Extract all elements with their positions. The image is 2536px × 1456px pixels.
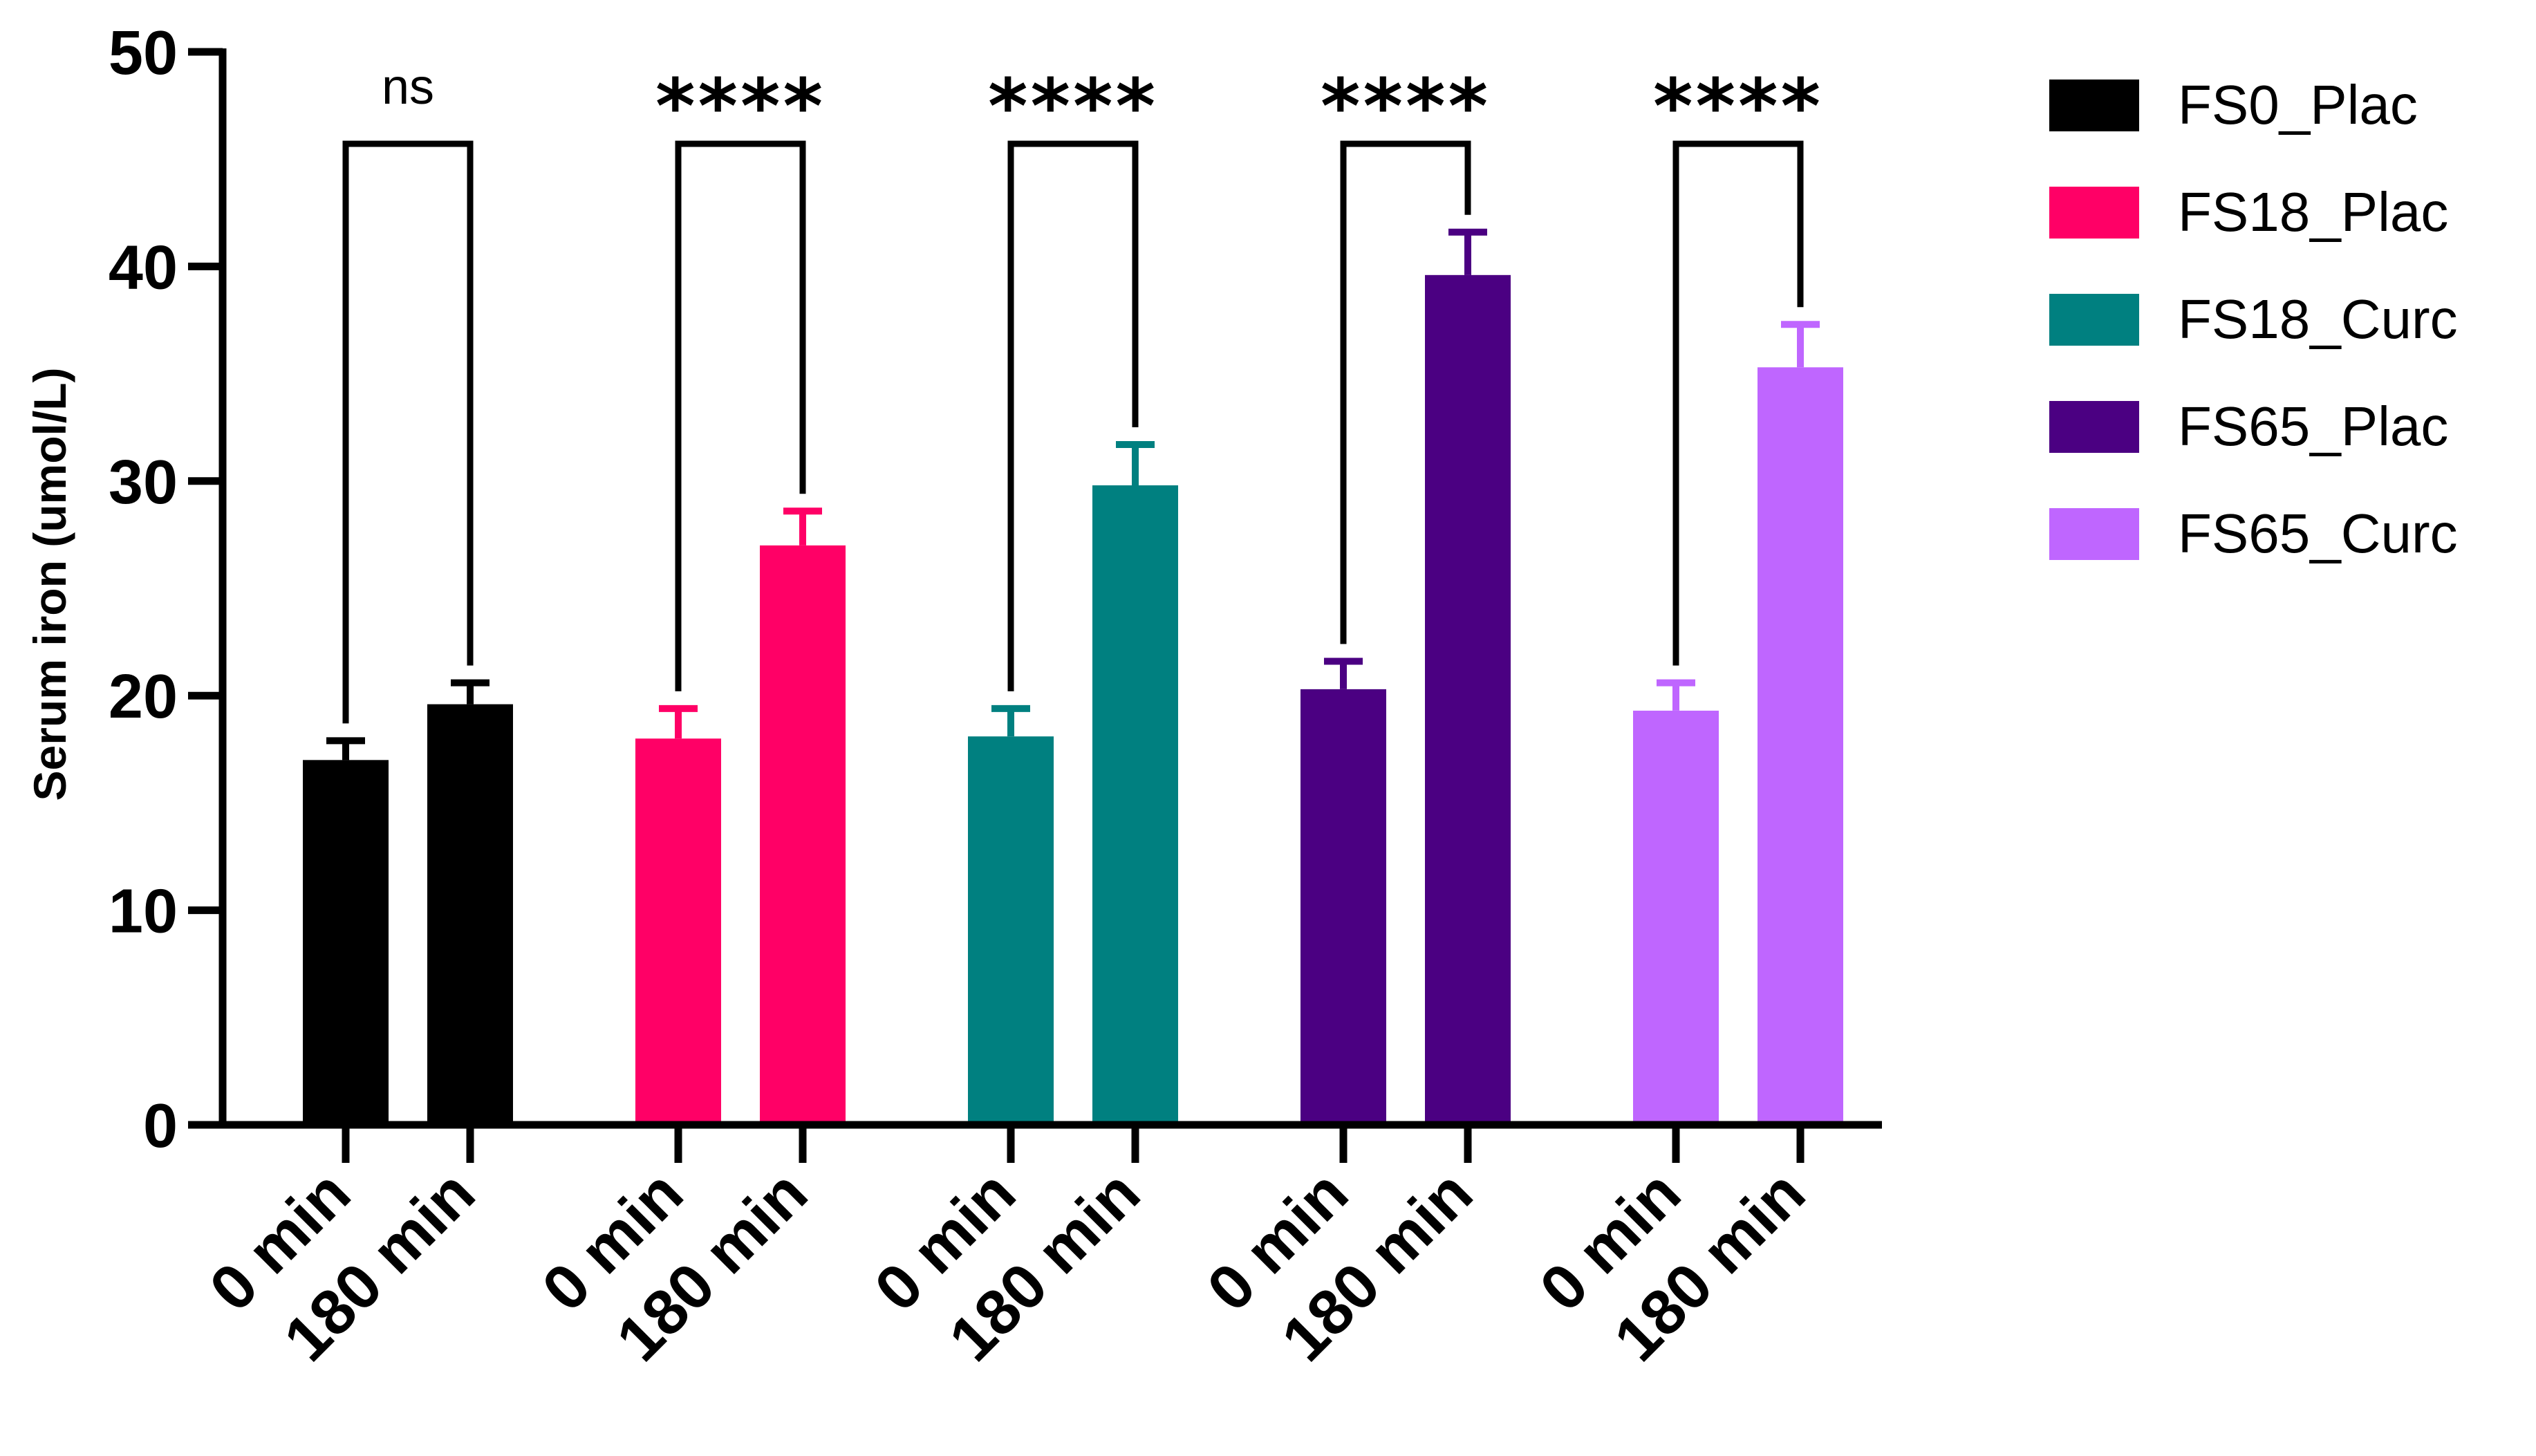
y-ticks-layer: 0 10 20 30 40 50	[109, 19, 223, 1161]
bar-FS65_Plac-0min	[1300, 689, 1386, 1125]
significance-label: ****	[1321, 62, 1491, 151]
significance-label: ****	[655, 62, 826, 151]
significance-bracket	[1007, 140, 1139, 691]
bar-FS18_Plac-0min	[635, 738, 721, 1125]
y-tick-label: 20	[109, 662, 178, 731]
significance-bracket	[1340, 140, 1471, 644]
significance-bracket	[1672, 140, 1804, 666]
significance-bracket	[342, 140, 474, 724]
bar-FS65_Curc-180min	[1758, 367, 1843, 1125]
significance-label: ****	[1653, 62, 1823, 151]
legend-label: FS65_Curc	[2178, 503, 2458, 564]
significance-brackets-layer: ns **** **** **** ****	[342, 59, 1823, 724]
y-tick-label: 40	[109, 233, 178, 302]
bar-FS65_Plac-180min	[1425, 274, 1511, 1125]
y-tick-label: 0	[143, 1092, 178, 1161]
bar-FS65_Curc-0min	[1633, 710, 1719, 1125]
bar-FS18_Curc-180min	[1092, 485, 1178, 1125]
y-axis-label: Serum iron (umol/L)	[24, 368, 75, 801]
y-tick-label: 30	[109, 448, 178, 517]
y-tick-label: 50	[109, 19, 178, 88]
legend-label: FS18_Plac	[2178, 181, 2448, 243]
legend: FS0_Plac FS18_Plac FS18_Curc FS65_Plac FS65_…	[2049, 74, 2458, 564]
bar-FS0_Plac-180min	[427, 704, 513, 1125]
legend-swatch-FS18_Plac	[2049, 187, 2139, 239]
bar-FS0_Plac-0min	[303, 760, 389, 1125]
legend-swatch-FS18_Curc	[2049, 294, 2139, 346]
legend-label: FS18_Curc	[2178, 288, 2458, 350]
legend-swatch-FS65_Plac	[2049, 401, 2139, 453]
bar-FS18_Curc-0min	[968, 736, 1054, 1125]
error-bars-layer	[326, 228, 1820, 760]
legend-label: FS65_Plac	[2178, 395, 2448, 457]
legend-swatch-FS0_Plac	[2049, 80, 2139, 131]
legend-swatch-FS65_Curc	[2049, 508, 2139, 560]
significance-label: ns	[382, 59, 434, 115]
bars-layer	[303, 274, 1843, 1125]
significance-label: ****	[988, 62, 1158, 151]
axes-layer	[218, 48, 1882, 1129]
significance-bracket	[675, 140, 806, 691]
legend-label: FS0_Plac	[2178, 74, 2418, 136]
bar-FS18_Plac-180min	[760, 545, 846, 1125]
y-tick-label: 10	[109, 877, 178, 946]
